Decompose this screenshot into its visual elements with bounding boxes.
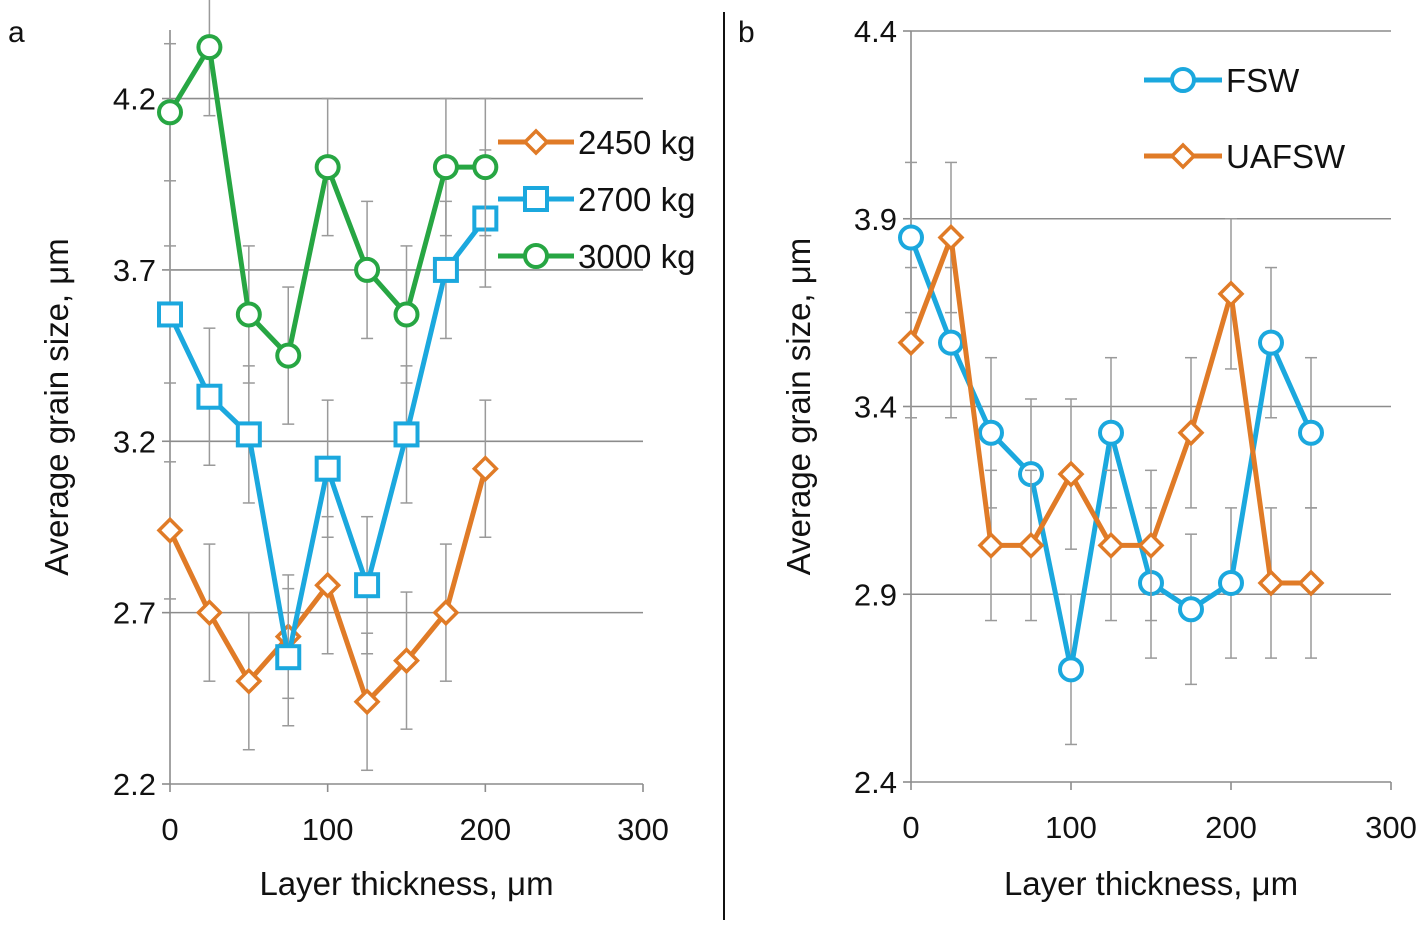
- series-2450-kg: [156, 399, 499, 772]
- data-point: [196, 383, 223, 410]
- data-point: [393, 301, 420, 328]
- data-point: [196, 34, 223, 61]
- y-tick-label: 3.7: [113, 253, 156, 288]
- data-point: [1218, 569, 1244, 596]
- data-point: [472, 154, 499, 181]
- legend-label: FSW: [1226, 62, 1300, 99]
- y-axis-title: Average grain size, μm: [780, 238, 817, 576]
- data-point: [314, 571, 342, 599]
- data-point: [354, 256, 381, 283]
- data-point: [1177, 419, 1205, 447]
- x-tick-label: 100: [1045, 810, 1097, 845]
- data-point: [195, 599, 223, 627]
- data-point: [354, 572, 381, 599]
- data-point: [393, 647, 420, 675]
- data-point: [1298, 419, 1324, 446]
- legend-marker: [523, 243, 549, 269]
- x-tick-label: 0: [902, 810, 919, 845]
- y-tick-label: 2.2: [113, 767, 156, 802]
- data-point: [432, 154, 459, 181]
- data-point: [1258, 329, 1284, 356]
- data-point: [156, 516, 184, 544]
- data-point: [314, 455, 341, 482]
- data-point: [898, 224, 924, 251]
- data-point: [1297, 569, 1325, 597]
- x-axis-title: Layer thickness, μm: [1004, 865, 1298, 902]
- legend-marker: [523, 186, 549, 212]
- data-point: [977, 531, 1005, 559]
- data-point: [1058, 656, 1084, 683]
- data-point: [937, 224, 965, 251]
- y-tick-label: 2.7: [113, 596, 156, 631]
- data-point: [1017, 531, 1045, 559]
- data-point: [432, 599, 460, 627]
- y-tick-label: 2.9: [854, 577, 897, 612]
- series-3000-kg: [157, 0, 499, 425]
- data-point: [393, 421, 420, 448]
- data-point: [432, 256, 459, 283]
- legend-label: UAFSW: [1226, 138, 1346, 175]
- y-tick-label: 3.9: [854, 202, 897, 237]
- chart-panel-b: b 2.4 2.9 3.4 3.9 4.4 0 100 200 300 Layer thicknes…: [738, 14, 1417, 902]
- legend-marker: [1170, 67, 1196, 93]
- data-point: [275, 644, 302, 671]
- data-point: [1257, 569, 1285, 597]
- x-tick-label: 100: [302, 812, 354, 847]
- legend-entry: 2450 kg: [498, 124, 695, 161]
- y-tick-label: 4.2: [113, 82, 156, 117]
- data-point: [1137, 531, 1165, 559]
- x-tick-label: 300: [1365, 810, 1417, 845]
- legend-entry: 2700 kg: [498, 181, 695, 218]
- legend-entry: 3000 kg: [498, 238, 695, 275]
- chart-panel-a: a 2.2 2.7 3.2 3.7 4.2 0 100 200 300 Layer thicknes…: [8, 0, 695, 902]
- panel-letter: b: [738, 16, 755, 49]
- panel-letter: a: [8, 16, 25, 49]
- data-point: [235, 301, 262, 328]
- data-point: [157, 99, 183, 126]
- y-tick-label: 3.4: [854, 390, 897, 425]
- data-point: [235, 421, 262, 448]
- legend-marker: [1169, 142, 1197, 170]
- legend-label: 2450 kg: [578, 124, 695, 161]
- legend-entry: UAFSW: [1144, 138, 1346, 175]
- x-tick-label: 300: [617, 812, 669, 847]
- y-tick-label: 4.4: [854, 14, 897, 49]
- x-axis-title: Layer thickness, μm: [259, 865, 553, 902]
- x-tick-label: 0: [161, 812, 178, 847]
- data-point: [1217, 280, 1245, 308]
- y-tick-label: 3.2: [113, 424, 156, 459]
- data-point: [471, 455, 499, 483]
- data-point: [353, 688, 381, 716]
- data-point: [235, 667, 263, 695]
- legend-label: 3000 kg: [578, 238, 695, 275]
- data-point: [1098, 419, 1124, 446]
- legend-label: 2700 kg: [578, 181, 695, 218]
- data-point: [157, 301, 183, 328]
- legend-entry: FSW: [1144, 62, 1300, 99]
- data-point: [1178, 596, 1204, 623]
- data-point: [938, 329, 964, 356]
- x-tick-label: 200: [459, 812, 511, 847]
- legend-marker: [522, 128, 550, 156]
- y-axis-title: Average grain size, μm: [38, 238, 75, 576]
- data-point: [1057, 460, 1085, 488]
- x-tick-label: 200: [1205, 810, 1257, 845]
- data-point: [1097, 531, 1125, 559]
- data-point: [275, 342, 302, 369]
- series-fsw: [898, 161, 1324, 746]
- data-point: [314, 154, 341, 181]
- data-point: [897, 329, 925, 357]
- series-uafsw: [897, 161, 1325, 659]
- y-tick-label: 2.4: [854, 765, 897, 800]
- data-point: [978, 419, 1004, 446]
